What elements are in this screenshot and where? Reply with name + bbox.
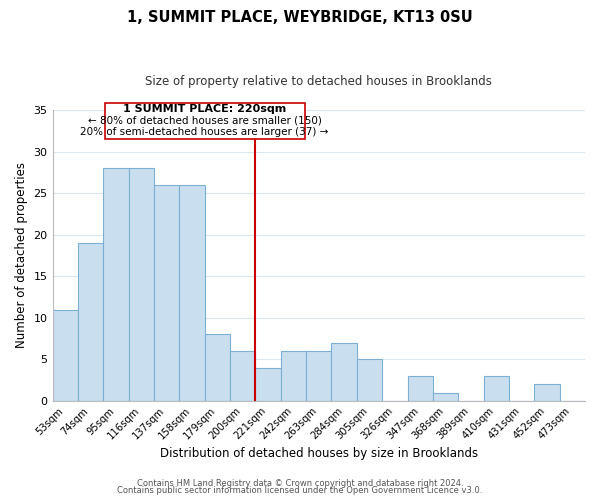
- Bar: [230, 351, 256, 401]
- Text: Contains public sector information licensed under the Open Government Licence v3: Contains public sector information licen…: [118, 486, 482, 495]
- Bar: [205, 334, 230, 401]
- Bar: [103, 168, 128, 401]
- Bar: [484, 376, 509, 401]
- Bar: [534, 384, 560, 401]
- Text: Contains HM Land Registry data © Crown copyright and database right 2024.: Contains HM Land Registry data © Crown c…: [137, 478, 463, 488]
- Title: Size of property relative to detached houses in Brooklands: Size of property relative to detached ho…: [145, 75, 492, 88]
- Bar: [433, 392, 458, 401]
- Text: 1 SUMMIT PLACE: 220sqm: 1 SUMMIT PLACE: 220sqm: [123, 104, 286, 114]
- Bar: [331, 343, 357, 401]
- Bar: [407, 376, 433, 401]
- X-axis label: Distribution of detached houses by size in Brooklands: Distribution of detached houses by size …: [160, 447, 478, 460]
- Text: 20% of semi-detached houses are larger (37) →: 20% of semi-detached houses are larger (…: [80, 126, 329, 136]
- Y-axis label: Number of detached properties: Number of detached properties: [15, 162, 28, 348]
- Bar: [256, 368, 281, 401]
- Bar: [53, 310, 78, 401]
- Bar: [357, 360, 382, 401]
- FancyBboxPatch shape: [104, 104, 305, 139]
- Bar: [128, 168, 154, 401]
- Bar: [78, 243, 103, 401]
- Bar: [154, 185, 179, 401]
- Bar: [306, 351, 331, 401]
- Bar: [281, 351, 306, 401]
- Text: ← 80% of detached houses are smaller (150): ← 80% of detached houses are smaller (15…: [88, 116, 322, 126]
- Text: 1, SUMMIT PLACE, WEYBRIDGE, KT13 0SU: 1, SUMMIT PLACE, WEYBRIDGE, KT13 0SU: [127, 10, 473, 25]
- Bar: [179, 185, 205, 401]
